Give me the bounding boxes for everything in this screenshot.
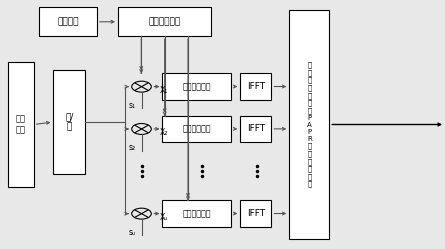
Bar [289,10,329,239]
Text: sᵤ: sᵤ [128,228,135,237]
Text: 串/
并: 串/ 并 [65,112,73,132]
Text: 线性分组编码: 线性分组编码 [149,17,181,26]
Bar [53,70,85,174]
Text: 边带信息: 边带信息 [57,17,79,26]
Bar [240,116,271,142]
Text: IFFT: IFFT [247,82,265,91]
Text: 叠加边带信息: 叠加边带信息 [182,209,211,218]
Bar [162,73,231,100]
Bar [240,73,271,100]
Text: s₁: s₁ [128,101,135,110]
Bar [118,7,211,36]
Bar [162,116,231,142]
Text: X₁: X₁ [160,86,169,95]
Text: X₂: X₂ [160,128,169,137]
Text: Xᵤ: Xᵤ [160,213,169,222]
Text: 叠加边带信息: 叠加边带信息 [182,124,211,133]
Text: IFFT: IFFT [247,209,265,218]
Text: 选
择
具
有
最
小
的
P
A
P
R
值
的
信
号
传
输: 选 择 具 有 最 小 的 P A P R 值 的 信 号 传 输 [307,62,311,187]
Text: s₂: s₂ [128,143,135,152]
Text: 井下
信号: 井下 信号 [16,115,26,134]
Bar [162,200,231,227]
Bar [39,7,97,36]
Bar [8,62,34,187]
Text: 叠加边带信息: 叠加边带信息 [182,82,211,91]
Bar [240,200,271,227]
Text: IFFT: IFFT [247,124,265,133]
